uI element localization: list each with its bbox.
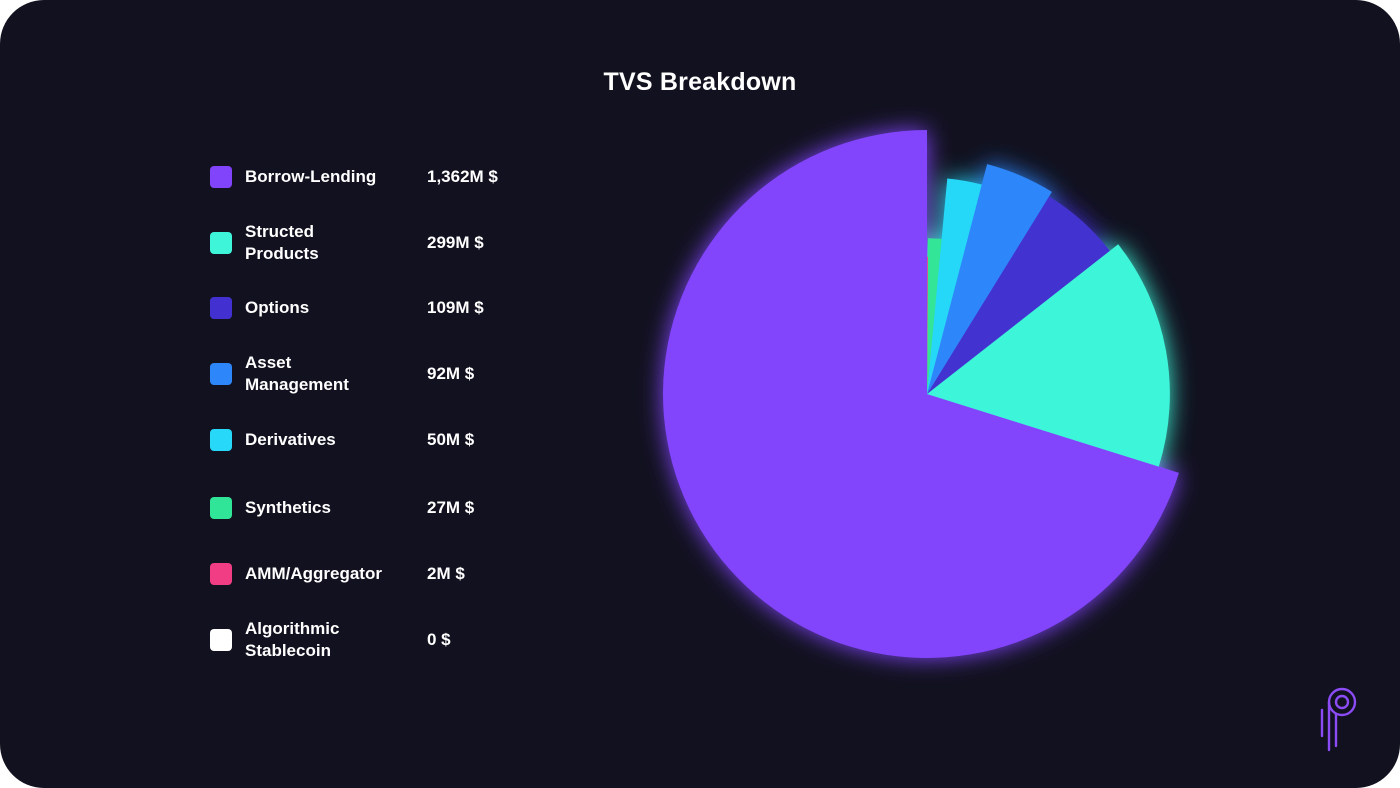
legend-label: AMM/Aggregator xyxy=(245,564,382,583)
legend-value: 109M $ xyxy=(427,298,484,317)
legend-swatch xyxy=(210,629,232,651)
legend-item: Synthetics 27M $ xyxy=(210,484,540,532)
pie-slice xyxy=(663,130,1179,658)
legend-label: Asset Management xyxy=(245,353,349,394)
legend-label: Algorithmic Stablecoin xyxy=(245,619,340,660)
pie-chart xyxy=(663,130,1179,658)
legend-item: Asset Management 92M $ xyxy=(210,350,540,398)
legend-value: 27M $ xyxy=(427,498,475,517)
pie-slice xyxy=(927,244,1170,467)
legend-label: Derivatives xyxy=(245,430,336,449)
legend-value: 1,362M $ xyxy=(427,167,498,186)
legend-item: AMM/Aggregator 2M $ xyxy=(210,550,540,598)
pie-slice xyxy=(927,178,982,394)
legend: Borrow-Lending 1,362M $ Structed Products 2… xyxy=(210,0,540,788)
legend-item: Options 109M $ xyxy=(210,284,540,332)
legend-item: Algorithmic Stablecoin 0 $ xyxy=(210,616,540,664)
legend-swatch xyxy=(210,232,232,254)
legend-swatch xyxy=(210,297,232,319)
legend-value: 2M $ xyxy=(427,564,465,583)
legend-value: 92M $ xyxy=(427,364,475,383)
legend-label: Borrow-Lending xyxy=(245,167,377,186)
chart-title: TVS Breakdown xyxy=(603,68,797,96)
legend-swatch xyxy=(210,497,232,519)
legend-item: Structed Products 299M $ xyxy=(210,219,540,267)
legend-swatch xyxy=(210,166,232,188)
legend-swatch xyxy=(210,429,232,451)
legend-value: 299M $ xyxy=(427,233,484,252)
legend-label: Options xyxy=(245,298,310,317)
legend-item: Derivatives 50M $ xyxy=(210,416,540,464)
legend-swatch xyxy=(210,563,232,585)
pie-slice xyxy=(927,164,1052,394)
legend-swatch xyxy=(210,363,232,385)
legend-value: 50M $ xyxy=(427,430,475,449)
pie-slice xyxy=(927,238,942,394)
legend-item: Borrow-Lending 1,362M $ xyxy=(210,153,540,201)
pie-slice xyxy=(927,196,1110,394)
legend-label: Synthetics xyxy=(245,498,331,517)
legend-value: 0 $ xyxy=(427,630,451,649)
legend-label: Structed Products xyxy=(245,222,319,263)
p-logo-icon xyxy=(1320,687,1357,752)
